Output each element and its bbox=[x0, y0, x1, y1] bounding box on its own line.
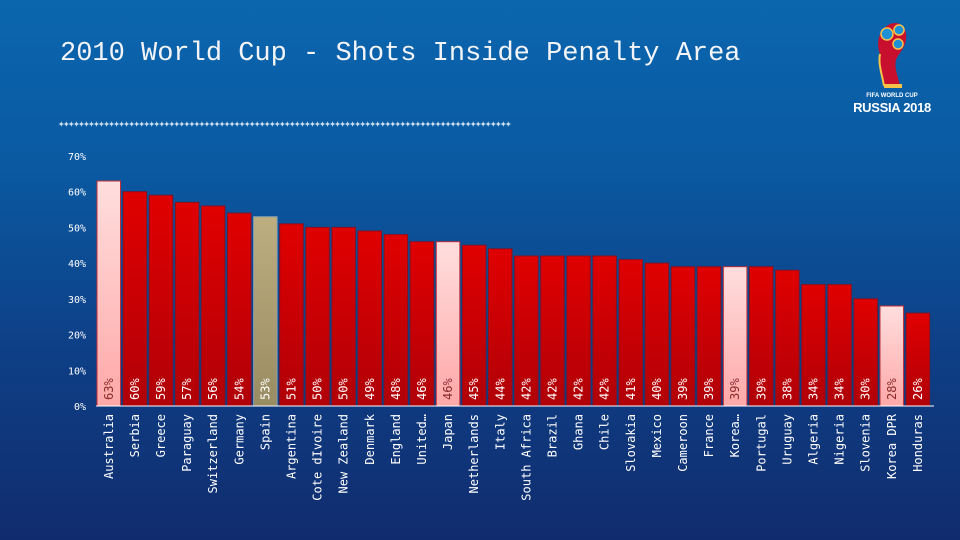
data-label: 41% bbox=[624, 378, 638, 400]
x-category-label: Portugal bbox=[754, 414, 768, 472]
y-tick-label: 30% bbox=[68, 295, 86, 306]
data-label: 46% bbox=[441, 378, 455, 400]
data-label: 42% bbox=[519, 378, 533, 400]
x-category-label: Australia bbox=[102, 414, 116, 479]
x-category-label: Slovenia bbox=[859, 414, 873, 472]
x-category-label: Germany bbox=[232, 414, 246, 465]
y-tick-label: 40% bbox=[68, 259, 86, 270]
data-label: 42% bbox=[598, 378, 612, 400]
data-label: 54% bbox=[232, 378, 246, 400]
x-category-label: Algeria bbox=[806, 414, 820, 465]
x-category-label: Serbia bbox=[128, 414, 142, 457]
data-label: 57% bbox=[180, 378, 194, 400]
x-category-label: Denmark bbox=[363, 413, 377, 464]
decorative-divider: ✦✦✦✦✦✦✦✦✦✦✦✦✦✦✦✦✦✦✦✦✦✦✦✦✦✦✦✦✦✦✦✦✦✦✦✦✦✦✦✦… bbox=[58, 118, 512, 130]
logo-caption-bottom: RUSSIA 2018 bbox=[853, 100, 931, 115]
data-label: 59% bbox=[154, 378, 168, 400]
data-label: 42% bbox=[545, 378, 559, 400]
data-label: 30% bbox=[859, 378, 873, 400]
x-category-label: Cameroon bbox=[676, 414, 690, 472]
data-label: 63% bbox=[102, 378, 116, 400]
x-category-label: Netherlands bbox=[467, 414, 481, 493]
x-category-label: New Zealand bbox=[337, 414, 351, 493]
x-category-label: Greece bbox=[154, 414, 168, 457]
x-category-label: France bbox=[702, 414, 716, 457]
data-label: 50% bbox=[311, 378, 325, 400]
data-label: 44% bbox=[493, 378, 507, 400]
y-tick-label: 10% bbox=[68, 366, 86, 377]
y-tick-label: 60% bbox=[68, 188, 86, 199]
x-category-label: Uruguay bbox=[780, 414, 794, 465]
y-tick-label: 0% bbox=[74, 402, 86, 413]
x-category-label: Cote dIvoire bbox=[311, 414, 325, 501]
x-category-label: Korea… bbox=[728, 414, 742, 457]
world-cup-trophy-icon bbox=[878, 22, 907, 88]
bar-paraguay bbox=[174, 201, 200, 407]
x-category-label: South Africa bbox=[519, 414, 533, 501]
bar-switzerland bbox=[200, 205, 226, 407]
y-tick-label: 20% bbox=[68, 331, 86, 342]
x-category-label: Slovakia bbox=[624, 414, 638, 472]
x-category-label: Argentina bbox=[284, 414, 298, 479]
category-labels: Australia Serbia Greece Paraguay Switzerland… bbox=[102, 413, 925, 500]
x-category-label: Chile bbox=[598, 414, 612, 450]
data-label: 39% bbox=[676, 378, 690, 400]
data-label: 40% bbox=[650, 378, 664, 400]
page-title: 2010 World Cup - Shots Inside Penalty Ar… bbox=[60, 39, 741, 69]
bar-australia bbox=[96, 180, 121, 407]
x-category-label: Spain bbox=[258, 414, 272, 450]
data-label: 34% bbox=[833, 378, 847, 400]
x-category-label: Ghana bbox=[572, 414, 586, 450]
data-label: 46% bbox=[415, 378, 429, 400]
data-label: 53% bbox=[258, 378, 272, 400]
data-label: 56% bbox=[206, 378, 220, 400]
bar-spain bbox=[253, 216, 278, 407]
x-category-label: Paraguay bbox=[180, 414, 194, 472]
x-category-label: Korea DPR bbox=[885, 413, 899, 479]
data-label: 28% bbox=[885, 378, 899, 400]
x-category-label: Nigeria bbox=[833, 414, 847, 465]
y-tick-label: 70% bbox=[68, 152, 86, 163]
y-axis: 0% 10% 20% 30% 40% 50% 60% 70% bbox=[68, 152, 86, 413]
world-cup-logo: FIFA WORLD CUP RUSSIA 2018 bbox=[842, 14, 942, 115]
bars: 63% 60% 59% 57% 56% 54% 53% 51% 50% 50% 49% 48% 46% 4… bbox=[96, 180, 931, 407]
data-label: 39% bbox=[754, 378, 768, 400]
data-label: 60% bbox=[128, 378, 142, 400]
x-category-label: Brazil bbox=[545, 414, 559, 457]
x-category-label: Japan bbox=[441, 414, 455, 450]
data-label: 48% bbox=[389, 378, 403, 400]
data-label: 51% bbox=[284, 378, 298, 400]
data-label: 34% bbox=[806, 378, 820, 400]
x-category-label: Honduras bbox=[911, 414, 925, 472]
data-label: 45% bbox=[467, 378, 481, 400]
logo-caption-top: FIFA WORLD CUP bbox=[866, 93, 918, 99]
x-category-label: Italy bbox=[493, 414, 507, 450]
x-category-label: Mexico bbox=[650, 414, 664, 457]
bar-greece bbox=[148, 194, 174, 407]
x-category-label: United… bbox=[415, 414, 429, 465]
data-label: 49% bbox=[363, 378, 377, 400]
data-label: 26% bbox=[911, 378, 925, 400]
data-label: 50% bbox=[337, 378, 351, 400]
y-tick-label: 50% bbox=[68, 223, 86, 234]
data-label: 42% bbox=[572, 378, 586, 400]
data-label: 38% bbox=[780, 378, 794, 400]
bar-serbia bbox=[122, 191, 148, 407]
x-category-label: Switzerland bbox=[206, 414, 220, 493]
data-label: 39% bbox=[728, 378, 742, 400]
x-category-label: England bbox=[389, 414, 403, 465]
bar-germany bbox=[227, 212, 252, 407]
data-label: 39% bbox=[702, 378, 716, 400]
